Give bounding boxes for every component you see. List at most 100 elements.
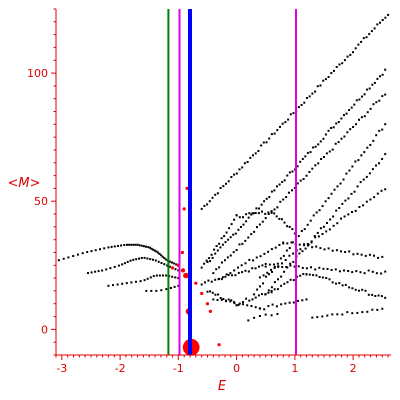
- data-point: [331, 313, 334, 316]
- data-point: [109, 267, 112, 270]
- data-point: [267, 250, 270, 253]
- data-point: [261, 264, 264, 267]
- data-point: [276, 262, 279, 265]
- data-point: [283, 179, 286, 182]
- data-point: [332, 126, 335, 129]
- data-point: [67, 256, 70, 259]
- data-point: [327, 129, 330, 132]
- data-point: [264, 313, 267, 316]
- data-point: [311, 167, 314, 170]
- data-point: [282, 198, 285, 201]
- data-point: [336, 222, 339, 225]
- data-point: [289, 278, 292, 281]
- data-point: [317, 143, 320, 146]
- data-point: [107, 284, 110, 287]
- data-point: [310, 241, 313, 244]
- data-point: [230, 223, 233, 226]
- data-point: [306, 223, 309, 226]
- data-point: [275, 215, 278, 218]
- data-point: [152, 275, 155, 278]
- data-point: [296, 182, 299, 185]
- data-point: [373, 254, 375, 257]
- data-point: [101, 269, 104, 272]
- data-points-layer: [57, 13, 390, 322]
- data-point: [338, 63, 341, 66]
- data-point: [275, 305, 278, 308]
- data-point: [362, 178, 365, 181]
- data-point: [350, 106, 353, 109]
- data-point: [132, 258, 135, 261]
- data-point: [105, 268, 108, 271]
- data-point: [300, 230, 303, 232]
- data-point: [211, 256, 214, 259]
- data-point: [301, 299, 304, 302]
- data-point: [242, 223, 245, 226]
- data-point: [367, 293, 370, 296]
- data-point: [240, 264, 243, 267]
- data-point: [339, 182, 342, 185]
- data-point: [206, 290, 209, 293]
- data-point: [163, 263, 166, 266]
- data-point: [360, 116, 363, 119]
- data-point: [207, 279, 210, 282]
- data-point: [257, 212, 260, 215]
- data-point: [200, 283, 203, 286]
- data-point: [226, 256, 229, 259]
- data-point: [375, 272, 378, 275]
- data-point: [244, 269, 247, 272]
- data-point: [341, 284, 344, 287]
- highlight-point: [205, 302, 210, 306]
- data-point: [175, 263, 178, 266]
- data-point: [368, 172, 371, 175]
- data-point: [143, 279, 146, 282]
- data-point: [107, 246, 110, 249]
- data-point: [304, 247, 307, 250]
- data-point: [208, 200, 211, 203]
- data-point: [309, 151, 312, 154]
- data-point: [214, 252, 217, 255]
- data-point: [338, 270, 341, 273]
- data-point: [335, 209, 338, 212]
- data-point: [314, 268, 317, 271]
- data-point: [293, 187, 296, 189]
- data-point: [267, 213, 270, 215]
- data-point: [278, 183, 281, 186]
- data-point: [270, 210, 273, 213]
- data-point: [211, 196, 214, 199]
- data-point: [299, 248, 302, 251]
- data-point: [273, 208, 276, 211]
- data-point: [304, 155, 307, 158]
- data-point: [297, 235, 300, 238]
- data-point: [126, 260, 129, 263]
- data-point: [376, 192, 379, 195]
- data-point: [301, 158, 304, 160]
- data-point: [314, 236, 317, 239]
- data-point: [135, 258, 138, 261]
- data-point: [341, 313, 344, 316]
- data-point: [150, 247, 153, 250]
- data-point: [112, 284, 114, 287]
- data-point: [123, 262, 126, 265]
- data-point: [217, 278, 220, 281]
- data-point: [200, 207, 203, 210]
- data-point: [157, 260, 160, 263]
- data-point: [297, 106, 300, 109]
- data-point: [235, 172, 238, 175]
- data-point: [279, 125, 281, 128]
- data-point: [238, 168, 241, 171]
- data-point: [289, 264, 292, 267]
- data-point: [356, 185, 359, 188]
- data-point: [384, 270, 387, 273]
- data-point: [169, 287, 172, 289]
- data-point: [362, 204, 365, 207]
- data-point: [216, 299, 219, 301]
- data-point: [297, 299, 299, 302]
- data-point: [306, 243, 309, 245]
- data-point: [352, 51, 354, 54]
- data-point: [360, 154, 363, 157]
- data-point: [331, 281, 334, 284]
- data-point: [160, 262, 163, 264]
- data-point: [282, 254, 285, 257]
- data-point: [325, 277, 328, 279]
- data-point: [129, 259, 132, 262]
